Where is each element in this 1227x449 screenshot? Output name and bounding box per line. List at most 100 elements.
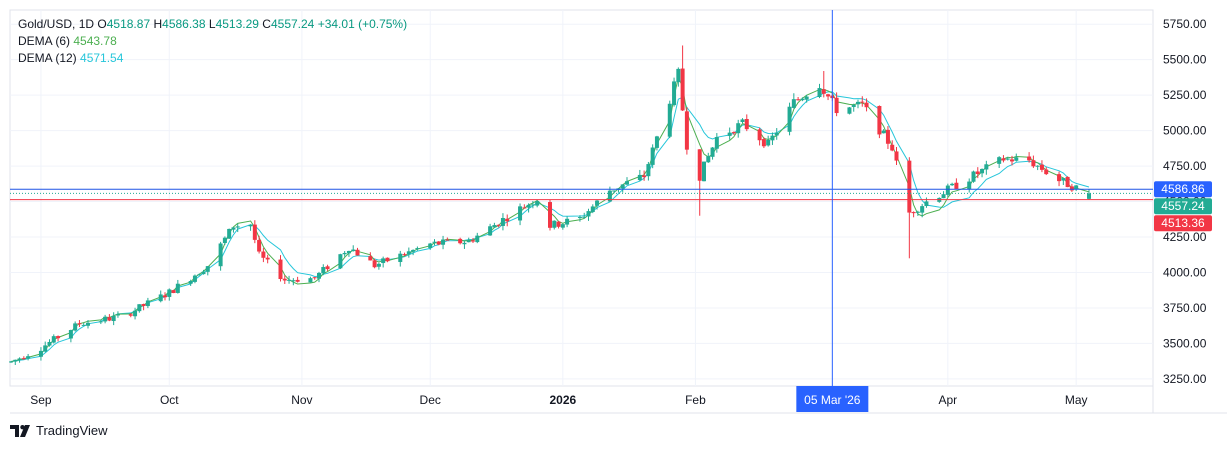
candle-up	[38, 347, 43, 361]
candle-up	[552, 220, 557, 230]
candle-body	[222, 237, 227, 244]
candle-body	[128, 314, 133, 316]
candle-down	[877, 105, 882, 139]
candle-body	[475, 235, 480, 243]
candle-up	[411, 249, 416, 256]
candle-up	[560, 223, 565, 230]
candle-up	[218, 241, 223, 271]
candle-body	[975, 171, 980, 174]
candle-down	[1069, 183, 1074, 192]
candle-down	[355, 247, 360, 256]
candle-body	[111, 315, 116, 322]
symbol-label[interactable]: Gold/USD	[18, 17, 73, 31]
candle-body	[1035, 165, 1040, 167]
candle-body	[1001, 158, 1006, 161]
price-badge	[1154, 198, 1212, 215]
price-badge	[1154, 181, 1212, 198]
candle-body	[548, 202, 552, 228]
x-tick-label: Nov	[291, 393, 312, 407]
candle-body	[462, 242, 467, 245]
tradingview-logo-icon	[10, 424, 30, 437]
candle-body	[796, 99, 801, 101]
interval-label[interactable]: 1D	[78, 17, 95, 31]
candle-down	[548, 199, 552, 231]
candle-body	[436, 241, 441, 245]
candle-down	[295, 276, 300, 283]
candle-body	[415, 248, 420, 250]
candle-down	[885, 126, 890, 149]
dema6-row[interactable]: DEMA (6) 4543.78	[18, 33, 407, 50]
candle-body	[137, 304, 142, 312]
candle-body	[920, 206, 925, 213]
candle-body	[51, 336, 56, 343]
candle-up	[86, 319, 90, 329]
candle-body	[1065, 176, 1070, 188]
candle-up	[530, 200, 535, 209]
candle-body	[1069, 186, 1074, 191]
dema12-row[interactable]: DEMA (12) 4571.54	[18, 50, 407, 67]
candle-down	[907, 157, 912, 259]
candle-body	[458, 238, 463, 244]
candle-body	[556, 221, 561, 227]
candle-down	[697, 149, 702, 216]
candle-body	[86, 322, 90, 326]
candle-down	[834, 92, 839, 117]
candle-body	[167, 289, 172, 297]
candle-body	[620, 184, 625, 189]
candle-body	[205, 266, 210, 272]
candle-body	[308, 278, 313, 283]
candle-body	[291, 280, 296, 282]
candle-body	[235, 226, 240, 228]
candle-down	[163, 292, 167, 301]
candle-down	[141, 303, 146, 311]
candle-up	[774, 128, 779, 140]
candle-up	[9, 361, 13, 363]
dema6-value: 4543.78	[73, 34, 117, 48]
y-tick-label: 4750.00	[1163, 159, 1207, 173]
candle-down	[261, 247, 266, 263]
candle-body	[535, 201, 540, 206]
candle-body	[890, 144, 895, 151]
candle-body	[971, 171, 976, 182]
candle-up	[980, 168, 985, 178]
x-tick-label: Dec	[420, 393, 441, 407]
candle-body	[894, 151, 899, 161]
candle-body	[885, 129, 890, 144]
candle-body	[984, 164, 989, 170]
candle-body	[432, 241, 437, 243]
candle-body	[595, 200, 600, 206]
candle-up	[535, 200, 540, 208]
candle-up	[488, 223, 493, 236]
candle-up	[586, 208, 591, 221]
candle-body	[68, 330, 73, 339]
candle-body	[248, 224, 253, 227]
candle-up	[192, 274, 197, 284]
candle-body	[654, 136, 659, 148]
candle-body	[565, 218, 570, 225]
candle-down	[1039, 160, 1044, 173]
candle-down	[864, 98, 869, 112]
candles-group	[9, 45, 1091, 365]
candle-up	[406, 247, 411, 258]
candle-body	[860, 101, 865, 103]
crosshair-date-label: 05 Mar '26	[804, 393, 861, 407]
candle-down	[684, 107, 689, 155]
candle-body	[577, 217, 582, 219]
candle-body	[282, 278, 287, 281]
y-tick-label: 3500.00	[1163, 336, 1207, 350]
candle-body	[351, 249, 356, 252]
candle-body	[9, 361, 13, 363]
candle-up	[222, 236, 227, 245]
candle-body	[702, 161, 706, 182]
candle-body	[500, 217, 505, 226]
dema12-name: DEMA (12)	[18, 51, 77, 65]
candle-body	[877, 105, 882, 135]
candle-body	[368, 256, 373, 261]
candle-down	[860, 96, 865, 107]
candle-up	[115, 311, 120, 318]
candle-up	[702, 161, 706, 182]
tradingview-brand[interactable]: TradingView	[10, 423, 108, 438]
candle-body	[141, 304, 146, 306]
candle-body	[672, 81, 677, 106]
